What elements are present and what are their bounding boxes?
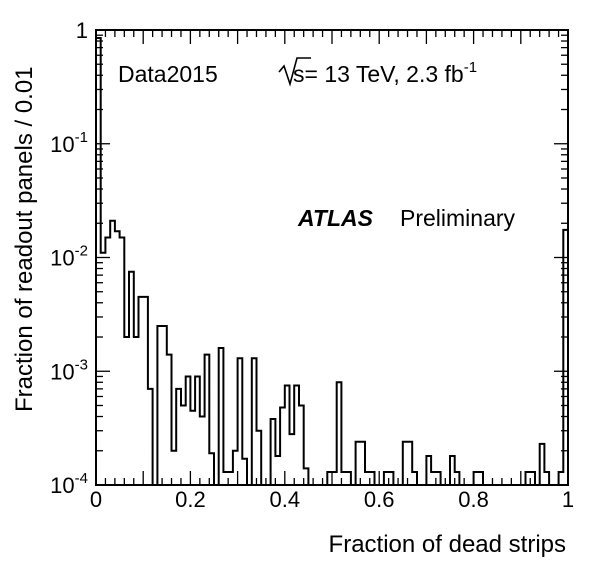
- atlas-label: ATLAS: [297, 205, 374, 231]
- y-tick-label: 10-2: [50, 243, 88, 271]
- svg-text:s= 13 TeV, 2.3 fb-1: s= 13 TeV, 2.3 fb-1: [293, 59, 477, 87]
- x-tick-label: 1: [562, 487, 574, 512]
- x-tick-label: 0.6: [364, 487, 395, 512]
- y-axis-ticks: [96, 29, 568, 486]
- energy-exponent: -1: [464, 59, 477, 76]
- preliminary-label: Preliminary: [400, 205, 516, 231]
- y-axis-title: Fraction of readout panels / 0.01: [11, 66, 38, 412]
- x-axis-title: Fraction of dead strips: [329, 531, 566, 558]
- energy-value: = 13 TeV, 2.3 fb: [305, 61, 464, 87]
- y-tick-label: 10-3: [50, 356, 88, 384]
- energy-label: s= 13 TeV, 2.3 fb-1: [278, 57, 477, 87]
- x-tick-label: 0.2: [175, 487, 206, 512]
- x-tick-label: 0.4: [270, 487, 301, 512]
- plot-frame: [95, 29, 569, 486]
- y-tick-label: 10-4: [50, 470, 88, 498]
- y-tick-label: 1: [76, 18, 88, 43]
- energy-sqrt-arg: s: [293, 61, 305, 87]
- x-tick-label: 0.8: [458, 487, 489, 512]
- sqrt-symbol: [278, 57, 311, 87]
- y-axis-tick-labels: 1 10-1 10-2 10-3 10-4: [50, 18, 88, 498]
- histogram-line: [95, 37, 569, 486]
- dataset-label: Data2015: [118, 61, 218, 87]
- x-tick-label: 0: [90, 487, 102, 512]
- x-axis-ticks: [95, 30, 569, 485]
- y-tick-label: 10-1: [50, 129, 88, 157]
- x-axis-tick-labels: 0 0.2 0.4 0.6 0.8 1: [90, 487, 574, 512]
